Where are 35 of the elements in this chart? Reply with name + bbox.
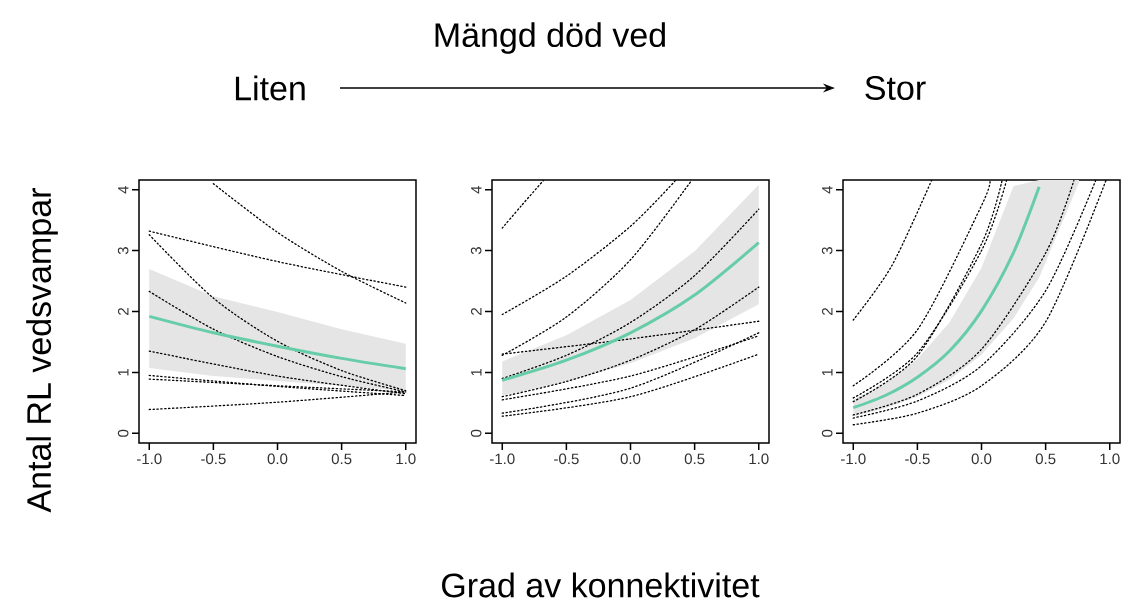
y-tick-label: 1 xyxy=(118,368,129,376)
x-tick-label: 0.5 xyxy=(331,453,352,465)
y-tick-label: 0 xyxy=(117,429,129,437)
x-tick-label: 1.0 xyxy=(1100,453,1120,465)
y-tick-label: 2 xyxy=(117,308,129,315)
x-tick-label: -0.5 xyxy=(905,453,930,465)
x-tick-label: 1.0 xyxy=(396,453,416,465)
y-tick-label: 1 xyxy=(471,368,482,376)
x-tick-label: 0.5 xyxy=(684,453,705,465)
y-axis-title: Antal RL vedsvampar xyxy=(26,188,58,513)
text: Stor xyxy=(865,75,926,101)
x-tick-label: 0.0 xyxy=(267,453,288,465)
y-tick-label: 4 xyxy=(822,186,833,194)
text: Liten xyxy=(235,75,305,101)
y-tick-label: 2 xyxy=(471,308,482,315)
x-tick-label: -1.0 xyxy=(841,453,866,465)
y-tick-label: 4 xyxy=(118,186,129,194)
x-tick-label: 0.5 xyxy=(1035,453,1056,465)
y-tick-label: 4 xyxy=(471,186,482,194)
x-tick-label: -1.0 xyxy=(490,453,515,465)
y-tick-label: 3 xyxy=(117,247,129,255)
x-tick-label: -1.0 xyxy=(136,453,162,465)
y-tick-label: 1 xyxy=(822,368,833,376)
chart-title: Mängd död ved xyxy=(435,22,665,54)
y-tick-label: 0 xyxy=(821,429,833,437)
y-tick-label: 3 xyxy=(821,247,833,255)
x-tick-label: -0.5 xyxy=(201,453,226,465)
x-tick-label: 1.0 xyxy=(749,453,769,465)
x-tick-label: -0.5 xyxy=(554,453,579,465)
y-tick-label: 2 xyxy=(822,308,833,315)
y-tick-label: 0 xyxy=(470,429,482,437)
x-tick-label: 0.0 xyxy=(971,453,992,465)
x-axis-title: Grad av konnektivitet xyxy=(442,572,760,598)
x-tick-label: 0.0 xyxy=(620,453,641,465)
y-tick-label: 3 xyxy=(470,247,482,255)
